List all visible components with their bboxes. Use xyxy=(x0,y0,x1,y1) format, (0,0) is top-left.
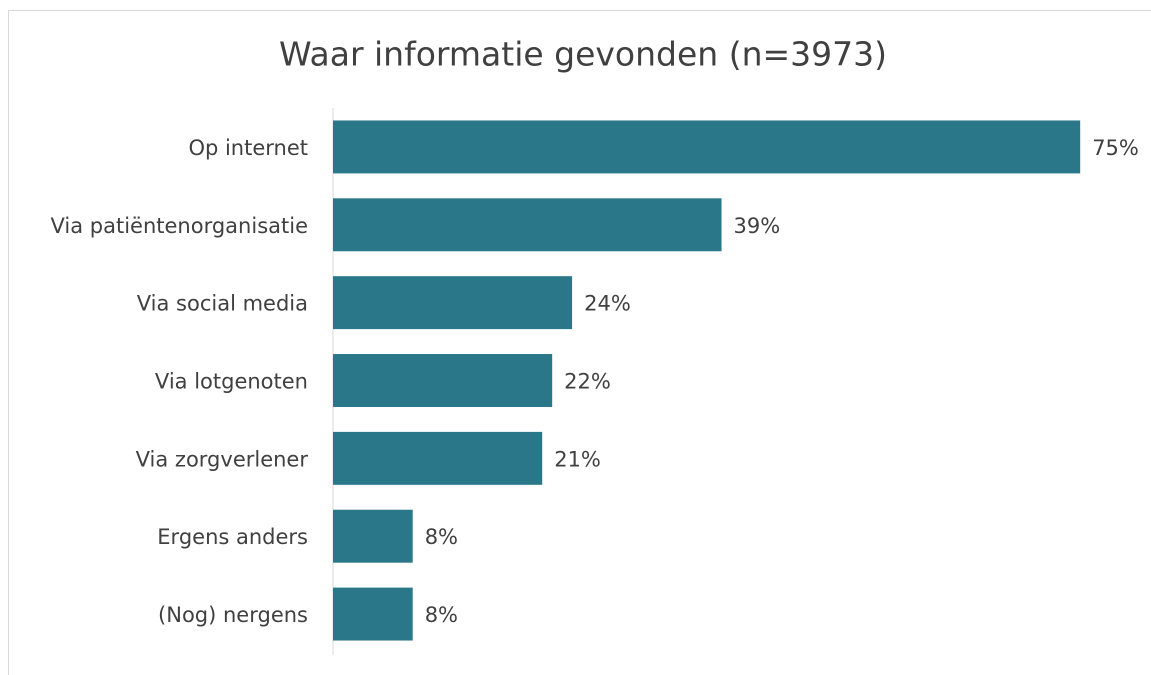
category-label: Via patiëntenorganisatie xyxy=(51,214,309,238)
bar xyxy=(333,198,722,252)
data-label: 21% xyxy=(554,447,601,471)
bar xyxy=(333,587,413,641)
chart-border xyxy=(8,10,1151,675)
bar xyxy=(333,431,543,485)
bar xyxy=(333,120,1081,174)
chart-title: Waar informatie gevonden (n=3973) xyxy=(279,35,887,74)
category-label: Via social media xyxy=(137,292,308,316)
category-label: Ergens anders xyxy=(157,525,308,549)
bar xyxy=(333,354,553,407)
category-label: Op internet xyxy=(188,136,308,160)
bar xyxy=(333,509,413,563)
category-label: Via lotgenoten xyxy=(155,370,308,394)
category-label: (Nog) nergens xyxy=(158,603,308,627)
data-label: 75% xyxy=(1092,136,1139,160)
bar xyxy=(333,276,573,330)
data-label: 8% xyxy=(425,603,458,627)
data-label: 39% xyxy=(734,214,781,238)
data-label: 8% xyxy=(425,525,458,549)
data-label: 24% xyxy=(584,292,631,316)
data-label: 22% xyxy=(564,370,611,394)
category-label: Via zorgverlener xyxy=(136,447,309,471)
